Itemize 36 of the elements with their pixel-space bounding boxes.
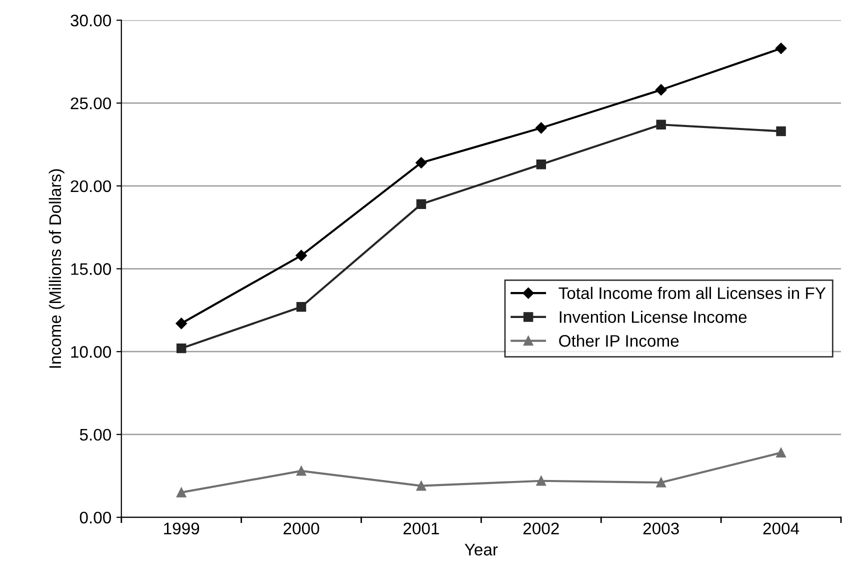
point — [416, 157, 427, 168]
x-tick-label: 2003 — [643, 522, 679, 534]
y-tick-label: 20.00 — [70, 180, 112, 192]
x-tick-label: 2000 — [284, 522, 320, 534]
x-axis-title: Year — [464, 544, 498, 556]
point — [656, 478, 666, 488]
point — [536, 476, 546, 486]
legend-label: Total Income from all Licenses in FY — [558, 286, 826, 300]
point — [416, 480, 426, 491]
x-tick-label: 2001 — [404, 522, 439, 534]
y-tick-label: 15.00 — [71, 263, 112, 275]
y-tick-label: 30.00 — [70, 14, 112, 26]
point — [776, 126, 786, 136]
y-tick-label: 5.00 — [80, 428, 112, 441]
x-tick-label: 1999 — [164, 522, 200, 534]
x-tick-label: 2002 — [523, 522, 559, 534]
point — [656, 120, 666, 130]
point — [776, 448, 786, 458]
y-tick-label: 25.00 — [70, 97, 112, 110]
legend-label: Invention License Income — [560, 310, 747, 323]
y-tick-label: 10.00 — [71, 346, 112, 358]
point — [296, 302, 306, 312]
point — [775, 42, 787, 54]
point — [296, 250, 307, 262]
x-tick-label: 2004 — [763, 522, 800, 534]
y-axis-title: Income (Millions of Dollars) — [48, 169, 64, 368]
legend-label: Other IP Income — [559, 334, 679, 347]
point — [655, 84, 667, 96]
point — [536, 160, 546, 170]
point — [176, 488, 186, 498]
point — [176, 343, 186, 354]
point — [416, 199, 426, 210]
y-tick-label: 0.00 — [80, 512, 112, 524]
point — [296, 466, 306, 476]
point — [176, 318, 187, 330]
point — [536, 122, 547, 134]
